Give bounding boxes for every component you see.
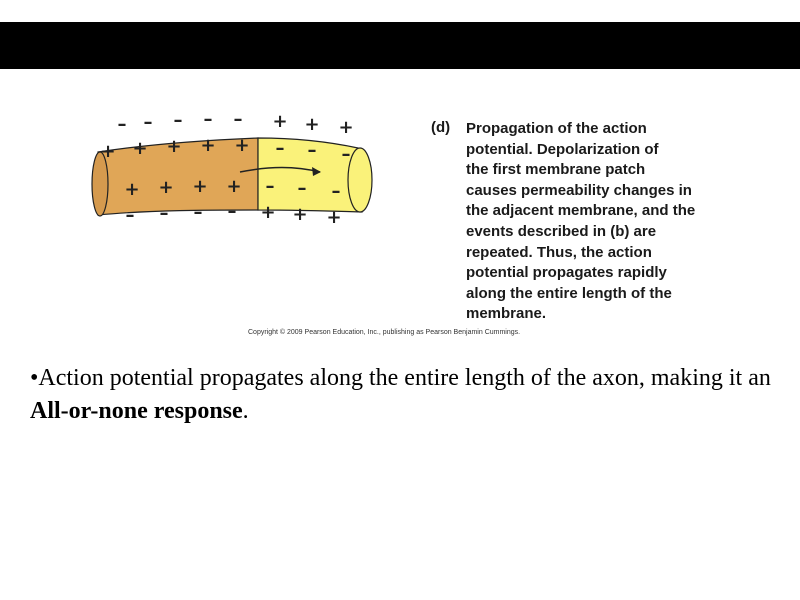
axon-propagation-figure: – – – – – + + + + + + + + – – – + + + + – – – – – – – + + +	[91, 110, 373, 228]
caption-line: the adjacent membrane, and the	[466, 202, 696, 220]
title-bar	[0, 22, 800, 69]
positive-charge-sign: +	[226, 176, 241, 197]
negative-charge-sign: –	[118, 114, 127, 135]
charges-bottom-outer: – – – – + + +	[126, 201, 342, 228]
positive-charge-sign: +	[124, 179, 139, 200]
negative-charge-sign: –	[266, 176, 275, 197]
negative-charge-sign: –	[144, 112, 153, 133]
caption-line: causes permeability changes in	[466, 181, 692, 199]
positive-charge-sign: +	[200, 135, 215, 156]
arrow-head-icon	[312, 167, 321, 176]
positive-charge-sign: +	[272, 111, 287, 132]
bullet-emphasis: All-or-none response	[30, 398, 243, 424]
positive-charge-sign: +	[192, 176, 207, 197]
figure-panel-label: (d)	[431, 119, 451, 136]
negative-charge-sign: –	[234, 110, 243, 130]
negative-charge-sign: –	[228, 201, 237, 222]
bullet-marker: •	[30, 365, 39, 391]
negative-charge-sign: –	[174, 110, 183, 131]
charges-bottom-inner: + + + + – – –	[124, 176, 340, 202]
bullet-point: •Action potential propagates along the e…	[30, 362, 780, 428]
charges-top-outer: – – – – – + + +	[118, 110, 354, 138]
caption-line: potential. Depolarization of	[466, 140, 659, 158]
positive-charge-sign: +	[166, 136, 181, 157]
negative-charge-sign: –	[160, 203, 169, 224]
positive-charge-sign: +	[338, 117, 353, 138]
caption-line: repeated. Thus, the action	[466, 243, 652, 261]
caption-line: along the entire length of the	[466, 284, 672, 302]
caption-line: Propagation of the action	[466, 120, 647, 137]
positive-charge-sign: +	[260, 202, 275, 223]
positive-charge-sign: +	[234, 135, 249, 156]
negative-charge-sign: –	[204, 110, 213, 130]
bullet-text-end: .	[242, 398, 249, 424]
axon-left-end	[91, 151, 109, 217]
positive-charge-sign: +	[100, 141, 115, 162]
positive-charge-sign: +	[158, 177, 173, 198]
negative-charge-sign: –	[126, 205, 135, 226]
charges-top-inner: + + + + + – – –	[100, 135, 350, 165]
negative-charge-sign: –	[194, 202, 203, 223]
positive-charge-sign: +	[304, 114, 319, 135]
positive-charge-sign: +	[292, 204, 307, 225]
figure-caption: Propagation of the action potential. Dep…	[466, 119, 741, 325]
positive-charge-sign: +	[132, 138, 147, 159]
copyright-notice: Copyright © 2009 Pearson Education, Inc.…	[248, 329, 521, 336]
negative-charge-sign: –	[308, 140, 317, 161]
bullet-text-main: Action potential propagates along the en…	[38, 365, 771, 391]
caption-line: events described in (b) are	[466, 222, 657, 240]
negative-charge-sign: –	[332, 181, 341, 202]
caption-line: potential propagates rapidly	[466, 264, 667, 282]
caption-line: the first membrane patch	[466, 161, 646, 179]
negative-charge-sign: –	[342, 144, 351, 165]
negative-charge-sign: –	[276, 138, 285, 159]
axon-right-end	[347, 147, 373, 213]
positive-charge-sign: +	[326, 207, 341, 228]
caption-line: membrane.	[466, 305, 547, 323]
negative-charge-sign: –	[298, 178, 307, 199]
